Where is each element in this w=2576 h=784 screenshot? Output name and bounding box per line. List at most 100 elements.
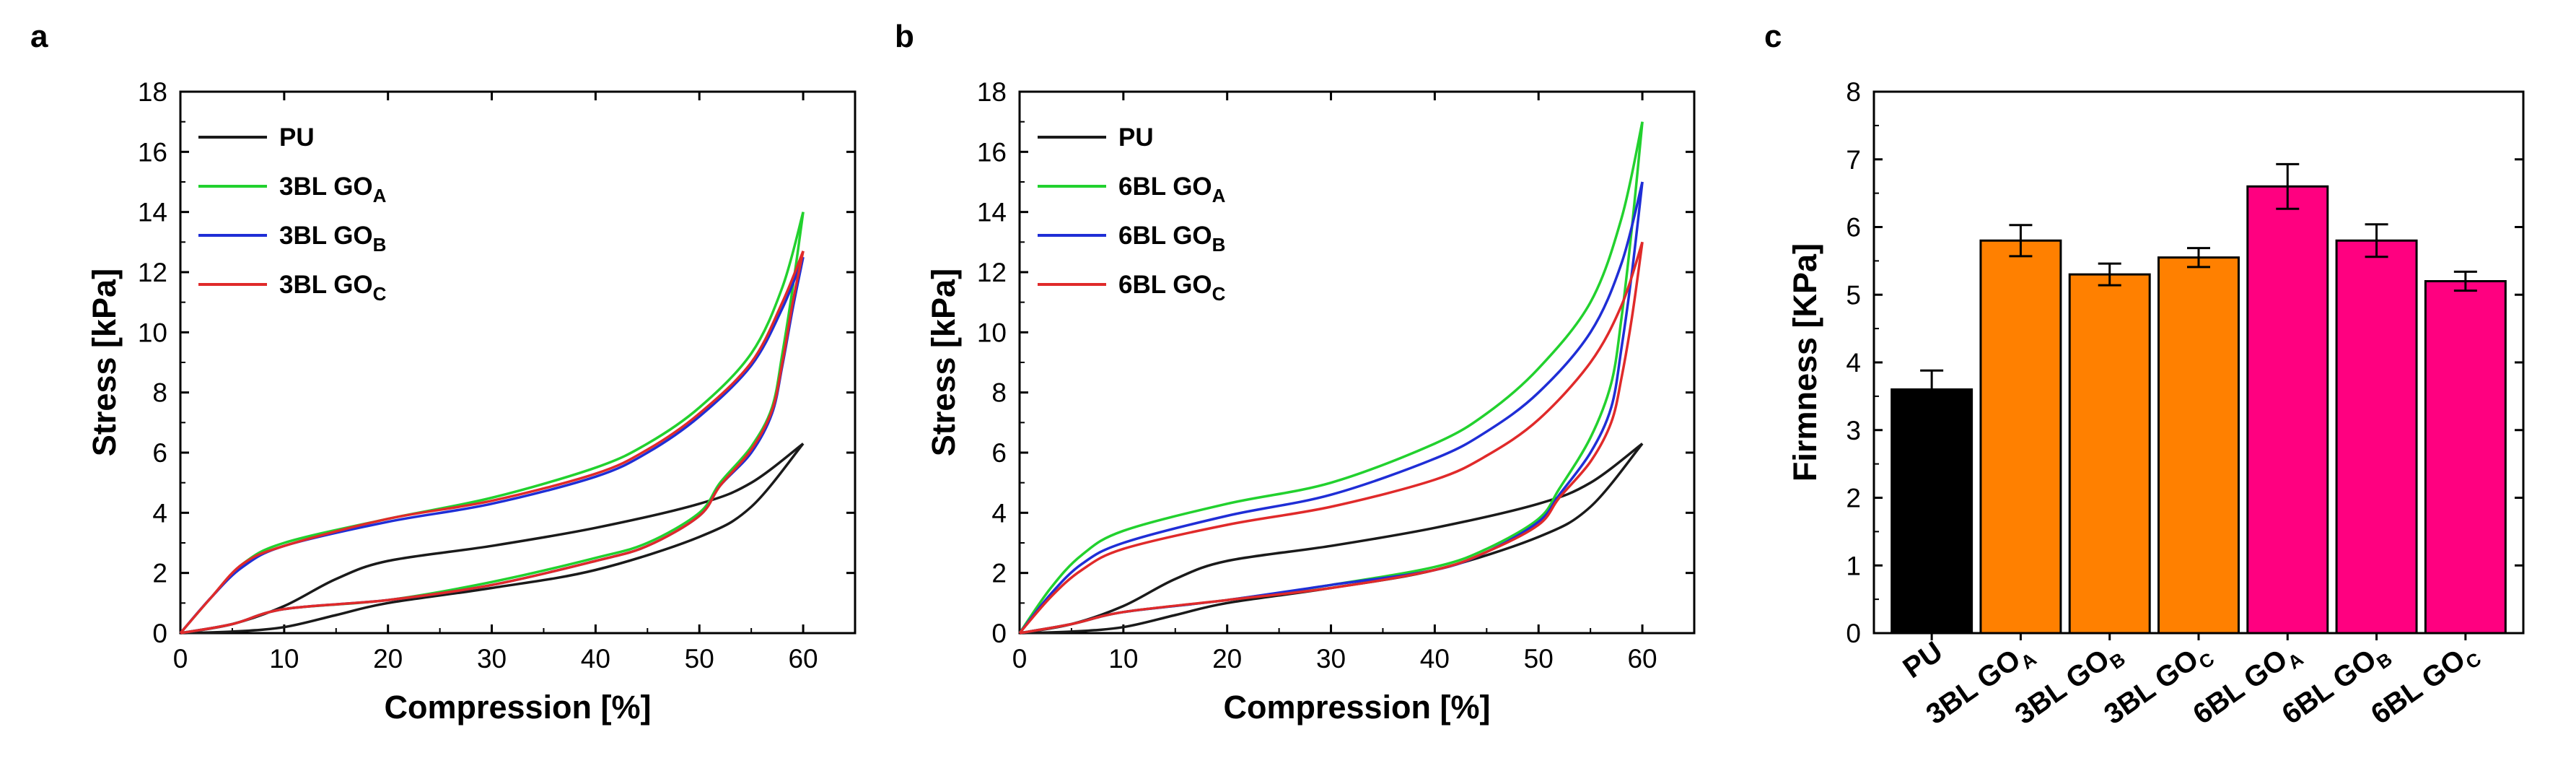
panel-label-b: b (895, 19, 914, 54)
chart-a-xtick-label: 50 (685, 644, 714, 674)
panel-label-c: c (1764, 19, 1782, 54)
chart-a-legend-3bl-goa-label-base: 3BL GO (279, 173, 373, 201)
chart-a-legend-pu-label: PU (279, 123, 315, 152)
chart-a-xtick-label: 30 (477, 644, 507, 674)
chart-a-hysteresis: 0 10 20 30 40 50 60 0 2 4 6 8 10 12 14 16 18 Compression … (86, 77, 857, 726)
chart-c-ytick-label: 1 (1846, 551, 1861, 580)
chart-c-ytick-label: 4 (1846, 348, 1861, 378)
chart-a-ytick-label: 2 (152, 559, 167, 588)
chart-b-legend-6bl-gob-label-sub: B (1212, 234, 1226, 256)
chart-b-series-6bl-goa-loading-line (1018, 121, 1644, 634)
chart-b-ytick-label: 16 (977, 137, 1007, 167)
chart-b-xtick-label: 60 (1627, 644, 1657, 674)
chart-a-ytick-label: 12 (138, 258, 167, 287)
chart-a-legend-3bl-goc-label-base: 3BL GO (279, 271, 373, 299)
chart-a-legend-3bl-goc-label-sub: C (373, 283, 387, 305)
chart-b-ytick-label: 8 (991, 378, 1007, 408)
chart-b-series-6bl-gob-loading-line (1018, 181, 1644, 635)
chart-c-ytick-label: 8 (1846, 77, 1861, 107)
chart-b-legend-6bl-goa-label: 6BL GOA (1118, 173, 1226, 206)
chart-c-bar-3bl-gob (2068, 273, 2151, 635)
chart-b-xtick-label: 0 (1012, 644, 1028, 674)
chart-a-legend-3bl-goa-label-sub: A (373, 185, 387, 206)
chart-b-ytick-label: 14 (977, 198, 1007, 227)
chart-a-ytick-label: 16 (138, 137, 167, 167)
chart-a-xlabel: Compression [%] (384, 689, 651, 726)
chart-b-xlabel: Compression [%] (1223, 689, 1490, 726)
chart-b-ytick-label: 12 (977, 258, 1007, 287)
chart-c-ytick-label: 7 (1846, 145, 1861, 175)
chart-b-xtick-label: 20 (1212, 644, 1242, 674)
chart-a-ytick-label: 10 (138, 318, 167, 347)
chart-b-xtick-label: 50 (1524, 644, 1554, 674)
chart-c-ytick-label: 3 (1846, 416, 1861, 445)
chart-a-legend-3bl-goc-label: 3BL GOC (279, 271, 387, 305)
chart-a-series-3bl-goc-loading-line (179, 251, 805, 635)
chart-c-ytick-label: 0 (1846, 619, 1861, 648)
chart-a-series-pu-unloading-line (180, 443, 805, 635)
chart-a-ylabel: Stress [kPa] (86, 269, 123, 456)
chart-a-ytick-label: 6 (152, 438, 167, 468)
chart-b-ytick-label: 4 (991, 498, 1007, 528)
chart-a-series-3bl-goa-unloading-line (180, 212, 805, 635)
chart-b-series-6bl-goa-unloading-line (1019, 121, 1644, 635)
chart-b-series-6bl-goc-loading-line (1018, 241, 1644, 635)
chart-c-ytick-label: 6 (1846, 213, 1861, 243)
chart-b-xtick-label: 30 (1316, 644, 1346, 674)
chart-a-ytick-label: 0 (152, 619, 167, 648)
chart-b-series-pu-unloading-line (1019, 443, 1644, 635)
chart-c-bar-3bl-goa (1979, 239, 2062, 635)
chart-b-ytick-label: 2 (991, 559, 1007, 588)
chart-b-series-6bl-gob-unloading-line (1019, 181, 1644, 635)
chart-a-xtick-label: 40 (581, 644, 610, 674)
chart-b-legend-6bl-goc-label-sub: C (1212, 283, 1226, 305)
chart-b-legend-pu-label-base: PU (1118, 123, 1154, 152)
chart-b-series-pu-loading-line (1019, 443, 1644, 635)
chart-b-legend-6bl-goa-label-sub: A (1212, 185, 1226, 206)
chart-a-series-3bl-goc-unloading-line (180, 251, 805, 635)
chart-a-ytick-label: 18 (138, 77, 167, 107)
chart-a-series-pu-loading-line (180, 443, 805, 635)
chart-a-xtick-label: 10 (269, 644, 299, 674)
chart-a-series-3bl-gob-unloading-line (180, 256, 805, 635)
chart-a-legend-3bl-goa-label: 3BL GOA (279, 173, 387, 206)
chart-b-ylabel: Stress [kPa] (925, 269, 962, 456)
chart-c-bar-3bl-goc (2157, 256, 2240, 635)
chart-b-legend-6bl-gob-label: 6BL GOB (1118, 222, 1225, 256)
chart-a-ytick-label: 8 (152, 378, 167, 408)
chart-a-legend-3bl-gob-label-sub: B (373, 234, 387, 256)
chart-b-hysteresis: 0 10 20 30 40 50 60 0 2 4 6 8 10 12 14 16 18 Compression … (925, 77, 1696, 726)
chart-a-ytick-label: 14 (138, 198, 167, 227)
chart-c-bar-6bl-goc (2424, 280, 2507, 635)
chart-b-series-6bl-goc-unloading-line (1019, 242, 1644, 635)
chart-b-legend-6bl-goc-label: 6BL GOC (1118, 271, 1226, 305)
chart-c-ytick-label: 2 (1846, 484, 1861, 513)
chart-c-bar-6bl-gob (2335, 239, 2418, 635)
chart-a-legend-pu-label-base: PU (279, 123, 315, 152)
chart-b-xtick-label: 40 (1420, 644, 1450, 674)
chart-c-category-label: PU (1898, 635, 1949, 684)
chart-c-bar-6bl-goa (2246, 185, 2329, 635)
chart-c-category-label-base: PU (1898, 635, 1949, 684)
chart-b-legend-6bl-goa-label-base: 6BL GO (1118, 173, 1212, 201)
chart-b-legend-6bl-gob-label-base: 6BL GO (1118, 222, 1212, 250)
chart-c-bar-pu (1891, 388, 1973, 635)
chart-a-series-3bl-gob-loading-line (179, 256, 805, 635)
chart-b-legend-pu-label: PU (1118, 123, 1154, 152)
chart-a-xtick-label: 20 (373, 644, 403, 674)
chart-a-xtick-label: 0 (173, 644, 188, 674)
panel-label-a: a (30, 19, 48, 54)
chart-b-ytick-label: 0 (991, 619, 1007, 648)
chart-a-series-3bl-goa-loading-line (179, 212, 805, 635)
chart-c-ylabel: Firmness [KPa] (1787, 243, 1823, 482)
chart-b-ytick-label: 10 (977, 318, 1007, 347)
chart-b-ytick-label: 18 (977, 77, 1007, 107)
chart-b-ytick-label: 6 (991, 438, 1007, 468)
chart-a-xtick-label: 60 (788, 644, 818, 674)
chart-b-xtick-label: 10 (1108, 644, 1138, 674)
chart-a-legend-3bl-gob-label-base: 3BL GO (279, 222, 373, 250)
chart-a-legend-3bl-gob-label: 3BL GOB (279, 222, 386, 256)
chart-b-legend-6bl-goc-label-base: 6BL GO (1118, 271, 1212, 299)
